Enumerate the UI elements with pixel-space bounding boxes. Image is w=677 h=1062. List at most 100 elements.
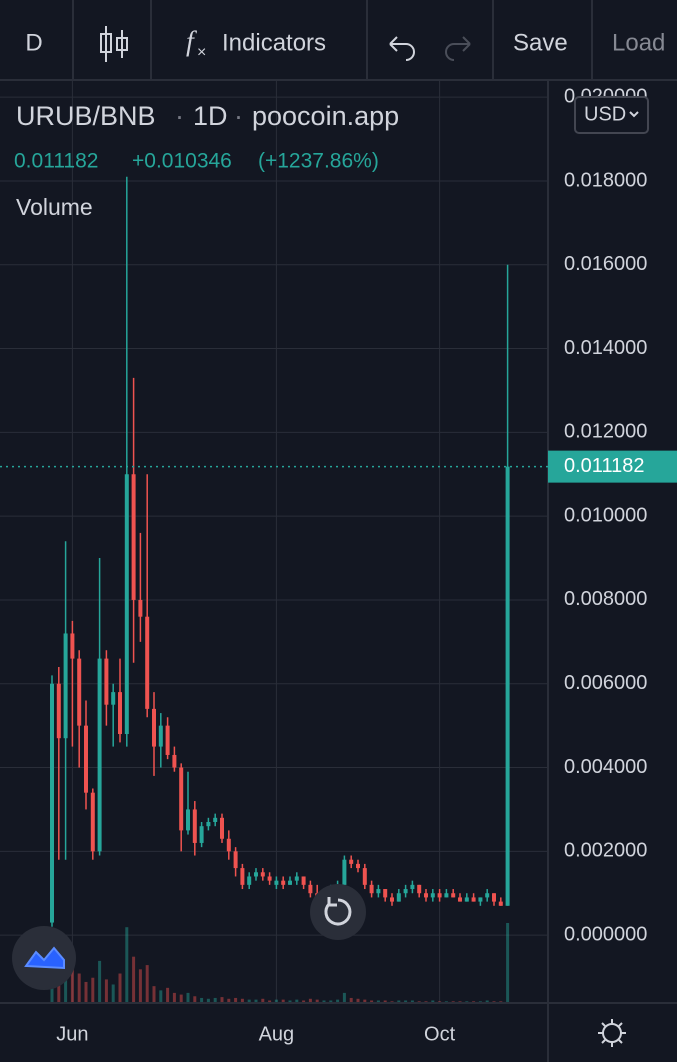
y-tick-label: 0.000000 [564, 923, 647, 945]
volume-bar [329, 1000, 333, 1003]
volume-bar [404, 1000, 408, 1003]
volume-bar [227, 998, 231, 1003]
volume-bar [356, 998, 360, 1003]
volume-bar [118, 973, 122, 1003]
volume-bar [281, 999, 285, 1003]
volume-bar [397, 1000, 401, 1003]
volume-bar [295, 999, 299, 1003]
candle-body [220, 817, 224, 839]
indicators-button[interactable]: Indicators [222, 29, 326, 56]
volume-bar [315, 999, 319, 1003]
candle-body [131, 474, 136, 600]
candle-body [464, 897, 469, 902]
candle-body [84, 725, 88, 793]
candle-body [213, 817, 218, 823]
candle-body [192, 809, 197, 843]
y-tick-label: 0.006000 [564, 672, 647, 694]
volume-bar [132, 956, 136, 1003]
candle-body [383, 889, 388, 898]
candle-body [308, 884, 313, 894]
volume-bar [506, 923, 510, 1003]
candle-body [274, 880, 279, 885]
volume-bar [98, 960, 102, 1003]
candle-body [247, 876, 252, 885]
volume-bar [370, 1000, 374, 1003]
candle-body [199, 826, 204, 843]
volume-bar [410, 1000, 414, 1003]
volume-bar [70, 969, 74, 1003]
candle-body [471, 897, 476, 902]
price-change: +0.010346 [132, 150, 232, 173]
candle-body [233, 851, 238, 869]
y-tick-label: 0.012000 [564, 421, 647, 443]
candle-body [349, 859, 354, 864]
volume-bar [336, 999, 340, 1003]
volume-bar [308, 998, 312, 1003]
logo-button[interactable] [12, 926, 76, 990]
candle-body [451, 893, 456, 898]
volume-bar [261, 998, 265, 1003]
fx-icon-x: × [197, 44, 206, 61]
candle-body [444, 893, 449, 898]
separator: · [234, 101, 243, 131]
volume-bar [363, 999, 367, 1003]
redo-button[interactable] [445, 36, 471, 61]
candle-body [260, 872, 265, 877]
load-button[interactable]: Load [612, 29, 665, 56]
volume-bar [220, 997, 224, 1003]
candle-body [492, 893, 496, 902]
candle-body [356, 863, 360, 869]
y-tick-label: 0.002000 [564, 840, 647, 862]
y-tick-label: 0.014000 [564, 337, 647, 359]
chart-type-icon[interactable] [100, 26, 128, 62]
volume-bar [206, 998, 210, 1003]
volume-bar [342, 992, 346, 1003]
candle-body [390, 897, 394, 902]
source: poocoin.app [252, 101, 399, 131]
candle-body [485, 893, 490, 898]
last-price-label: 0.011182 [564, 455, 644, 477]
candle-body [403, 889, 408, 894]
volume-bar [172, 992, 176, 1003]
candle-body [505, 466, 510, 906]
undo-button[interactable] [389, 36, 415, 61]
volume-bar [193, 996, 197, 1003]
candle-body [186, 809, 190, 831]
toolbar-separators [72, 0, 593, 80]
candle-body [124, 474, 129, 735]
candle-body [478, 897, 483, 902]
candle-body [158, 725, 163, 747]
candle-body [63, 633, 68, 739]
candle-body [254, 872, 258, 877]
candle-body [294, 876, 299, 881]
settings-button[interactable] [598, 1019, 626, 1047]
volume-label: Volume [16, 194, 93, 220]
volume-bar [159, 990, 163, 1003]
candle-body [77, 658, 82, 726]
currency-button[interactable] [574, 96, 649, 134]
candle-body [281, 880, 286, 885]
reset-button[interactable] [310, 884, 366, 940]
candle-body [342, 859, 347, 885]
chevron [629, 111, 639, 118]
candle-body [50, 683, 54, 923]
candle-body [240, 868, 245, 885]
volume-bar [186, 992, 190, 1003]
candle-body [362, 868, 367, 885]
header-interval: 1D [193, 101, 228, 131]
currency: USD [584, 103, 626, 125]
price-axis: 0.000000 0.002000 0.004000 0.006000 0.008000… [564, 85, 647, 945]
candle-body [70, 633, 75, 659]
volume-bar [84, 981, 88, 1003]
save-button[interactable]: Save [513, 29, 568, 56]
volume-bar [254, 999, 258, 1003]
toolbar [0, 0, 677, 80]
separator: · [175, 101, 184, 131]
candle-body [376, 889, 381, 894]
volume-bar [274, 999, 278, 1003]
volume-bar [234, 997, 238, 1003]
candle-body [90, 792, 95, 852]
interval-button[interactable]: D [25, 29, 42, 56]
volume-bar [383, 1000, 387, 1003]
y-tick-label: 0.008000 [564, 588, 647, 610]
